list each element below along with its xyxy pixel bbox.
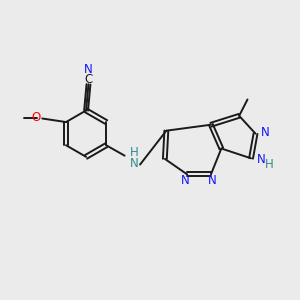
Text: N: N xyxy=(181,174,190,188)
Text: C: C xyxy=(84,74,93,86)
Text: N: N xyxy=(261,126,270,139)
Text: N: N xyxy=(208,174,217,188)
Text: H: H xyxy=(130,146,139,159)
Text: O: O xyxy=(31,111,40,124)
Text: N: N xyxy=(83,63,92,76)
Text: H: H xyxy=(265,158,274,171)
Text: N: N xyxy=(256,153,265,166)
Text: N: N xyxy=(130,157,139,170)
